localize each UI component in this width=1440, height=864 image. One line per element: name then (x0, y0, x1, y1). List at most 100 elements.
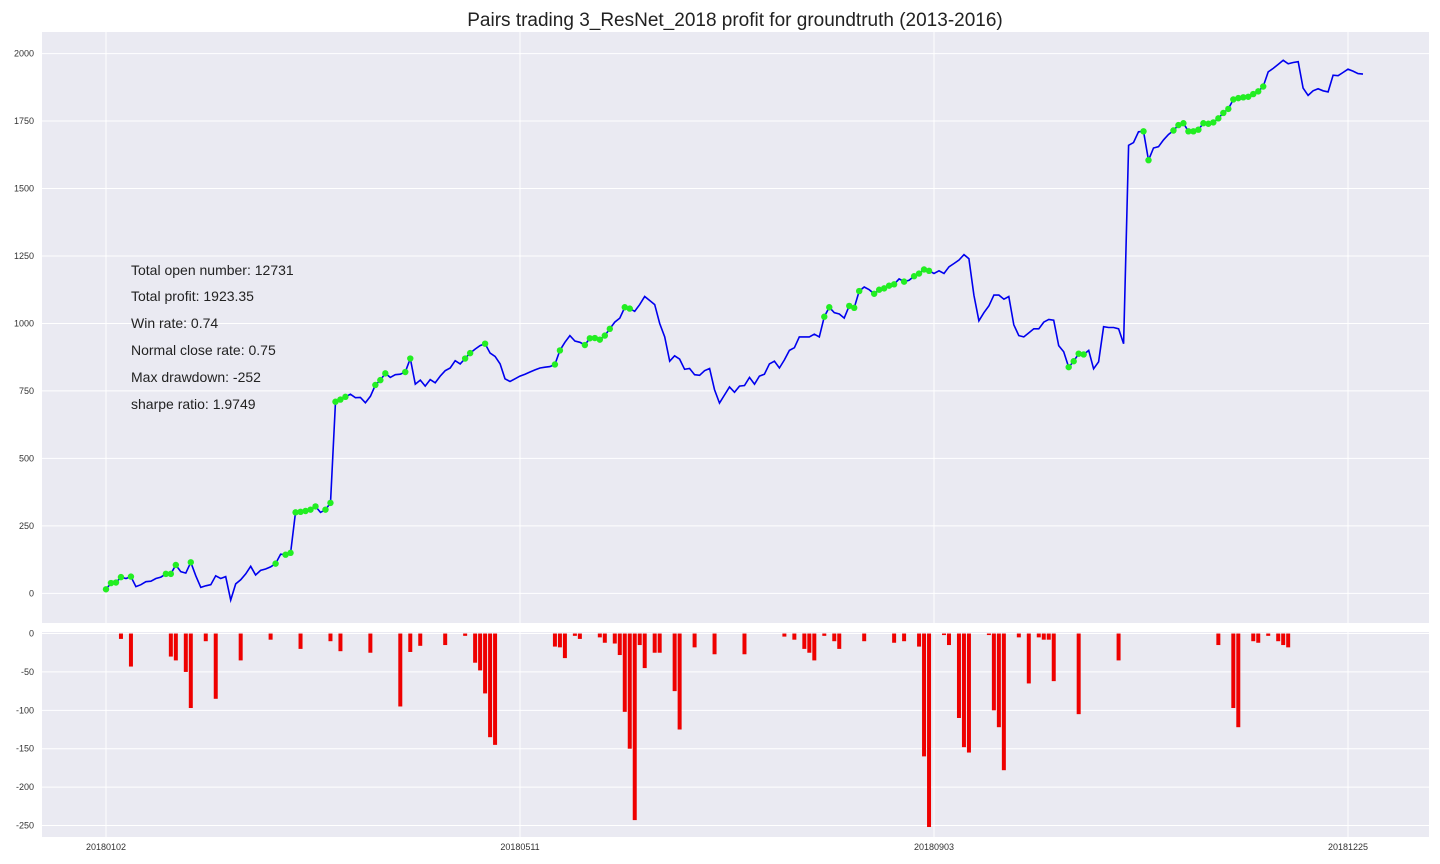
drawdown-bar (168, 633, 173, 657)
profit-marker (377, 376, 384, 384)
drawdown-bar (677, 633, 682, 730)
drawdown-bar (637, 633, 642, 646)
profit-marker (461, 355, 469, 362)
drawdown-bar (617, 633, 622, 656)
x-tick-label: 20180511 (500, 842, 539, 852)
drawdown-y-tick-label: 0 (29, 629, 34, 639)
drawdown-bar (572, 633, 577, 636)
drawdown-bar (622, 633, 627, 712)
profit-marker (107, 579, 115, 587)
profit-marker (272, 560, 279, 567)
profit-marker (117, 573, 125, 581)
drawdown-bar (552, 633, 557, 647)
drawdown-bar (742, 633, 747, 655)
drawdown-bar (473, 633, 478, 663)
drawdown-bar (892, 633, 897, 643)
profit-marker (322, 506, 329, 513)
profit-marker (851, 304, 858, 311)
profit-markers (102, 83, 1267, 593)
drawdown-y-ticks: 0 -50 -100 -150 -200 -250 (16, 629, 34, 831)
profit-y-tick-label: 0 (29, 588, 34, 598)
drawdown-bar (1116, 633, 1121, 661)
profit-marker (626, 305, 633, 312)
drawdown-bar (597, 633, 602, 638)
drawdown-bar (483, 633, 488, 694)
drawdown-bar (188, 633, 193, 709)
profit-marker (1240, 94, 1247, 101)
profit-marker (332, 398, 339, 405)
drawdown-bar (1041, 633, 1046, 640)
profit-marker (880, 285, 888, 292)
profit-marker (1140, 128, 1147, 135)
drawdown-bars (118, 633, 1291, 828)
drawdown-bar (298, 633, 303, 649)
profit-marker (162, 570, 170, 578)
profit-marker (312, 503, 319, 510)
profit-marker (890, 281, 898, 288)
drawdown-bar (822, 633, 827, 636)
drawdown-bar (328, 633, 333, 642)
profit-marker (875, 286, 883, 293)
drawdown-bar (986, 633, 991, 636)
profit-marker (586, 335, 594, 342)
drawdown-bar (602, 633, 607, 643)
drawdown-bar (782, 633, 787, 637)
profit-marker (481, 340, 489, 347)
profit-marker (1200, 120, 1207, 127)
profit-marker (581, 341, 589, 349)
drawdown-bar (996, 633, 1001, 728)
drawdown-bar (956, 633, 961, 718)
drawdown-bar (966, 633, 971, 753)
profit-marker (910, 273, 918, 280)
profit-y-tick-label: 1750 (14, 116, 34, 126)
drawdown-bar (1046, 633, 1051, 640)
drawdown-bar (173, 633, 178, 661)
profit-marker (302, 507, 309, 515)
drawdown-y-tick-label: -100 (16, 705, 34, 715)
drawdown-bar (807, 633, 812, 653)
drawdown-bar (692, 633, 697, 648)
profit-marker (1145, 156, 1152, 164)
profit-marker (1075, 350, 1082, 357)
profit-marker (102, 586, 110, 593)
profit-marker (292, 509, 299, 516)
drawdown-bar (1051, 633, 1056, 682)
profit-marker (601, 332, 609, 339)
stat-max-drawdown: Max drawdown: -252 (131, 369, 261, 385)
drawdown-bar (463, 633, 468, 636)
profit-marker (407, 355, 414, 362)
profit-marker (920, 266, 928, 273)
drawdown-bar (902, 633, 907, 642)
drawdown-y-tick-label: -50 (21, 667, 34, 677)
x-ticks: 20180102 20180511 20180903 20181225 (86, 842, 1368, 852)
drawdown-y-tick-label: -250 (16, 820, 34, 830)
drawdown-bar (478, 633, 483, 671)
drawdown-bar (837, 633, 842, 649)
drawdown-bar (927, 633, 932, 828)
profit-marker (287, 549, 294, 557)
drawdown-y-tick-label: -150 (16, 744, 34, 754)
drawdown-bar (672, 633, 677, 692)
drawdown-bar (802, 633, 807, 649)
stat-normal-close-rate: Normal close rate: 0.75 (131, 342, 276, 358)
profit-marker (342, 393, 349, 401)
profit-marker (372, 381, 379, 389)
drawdown-bar (1266, 633, 1271, 636)
drawdown-bar (213, 633, 218, 699)
drawdown-bar (1036, 633, 1041, 638)
stat-total-profit: Total profit: 1923.35 (131, 288, 254, 304)
drawdown-bar (1281, 633, 1286, 646)
stat-total-open: Total open number: 12731 (131, 262, 294, 278)
profit-marker (925, 267, 933, 275)
drawdown-bar (1026, 633, 1031, 684)
profit-marker (826, 304, 833, 311)
drawdown-bar (183, 633, 188, 672)
drawdown-bar (922, 633, 927, 757)
profit-marker (402, 368, 409, 376)
profit-marker (885, 282, 893, 289)
profit-marker (1220, 109, 1227, 117)
drawdown-bar (917, 633, 922, 647)
profit-y-tick-label: 250 (19, 521, 34, 531)
profit-marker (870, 290, 878, 297)
